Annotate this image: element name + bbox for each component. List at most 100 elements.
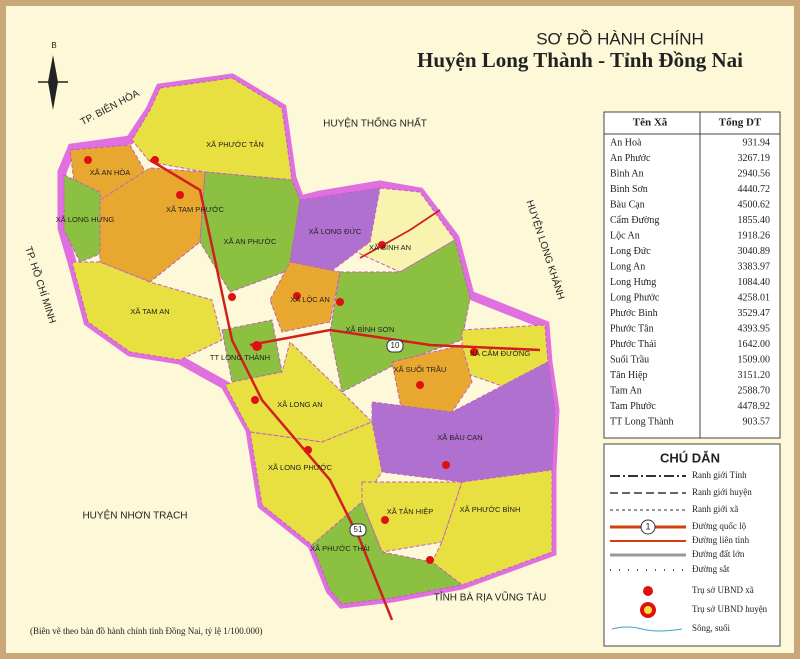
commune-area bbox=[269, 261, 341, 333]
commune-name: TT Long Thành bbox=[610, 416, 674, 427]
map-subtitle: Huyện Long Thành - Tỉnh Đồng Nai bbox=[417, 48, 743, 72]
commune-area: 3267.19 bbox=[738, 153, 771, 164]
commune-name: Phước Tân bbox=[610, 323, 654, 334]
commune-area bbox=[329, 239, 471, 393]
commune-label: XÃ LONG ĐỨC bbox=[309, 227, 362, 236]
legend-frame bbox=[603, 443, 781, 647]
commune-label: XÃ TAM PHƯỚC bbox=[166, 205, 225, 214]
commune-area bbox=[199, 171, 301, 293]
commune-label: XÃ PHƯỚC TÂN bbox=[206, 140, 264, 149]
commune-area: 903.57 bbox=[743, 416, 771, 427]
commune-label: XÃ BÌNH SƠN bbox=[346, 325, 395, 334]
commune-area: 2940.56 bbox=[738, 168, 771, 179]
commune-area: 1855.40 bbox=[738, 215, 771, 226]
legend-label: Ranh giới xã bbox=[692, 504, 738, 514]
commune-label: XÃ BÌNH AN bbox=[369, 243, 411, 252]
commune-area: 4478.92 bbox=[738, 401, 771, 412]
commune-name: Phước Thái bbox=[610, 339, 657, 350]
commune-area: 1084.40 bbox=[738, 277, 771, 288]
commune-area: 4440.72 bbox=[738, 184, 771, 195]
commune-label: XÃ LỘC AN bbox=[290, 295, 330, 304]
commune-area: 3383.97 bbox=[738, 261, 771, 272]
commune-name: An Phước bbox=[610, 153, 651, 164]
commune-area bbox=[311, 501, 464, 605]
road-number: 10 bbox=[391, 341, 400, 350]
commune-area: 1509.00 bbox=[738, 354, 771, 365]
neighbor-label: TỈNH BÀ RỊA VŨNG TÀU bbox=[434, 591, 547, 604]
commune-label: XÃ LONG AN bbox=[277, 400, 322, 409]
commune-area: 3040.89 bbox=[738, 246, 771, 257]
commune-area: 3151.20 bbox=[738, 370, 771, 381]
legend-label: Đường liên tỉnh bbox=[692, 535, 750, 545]
road-number: 51 bbox=[354, 525, 363, 534]
commune-name: Bàu Cạn bbox=[610, 199, 645, 210]
area-table: Tên Xã Tổng DT An Hoà 931.94 An Phước 3267.19… bbox=[603, 111, 781, 439]
table-header: Tên Xã bbox=[633, 117, 668, 129]
commune-name: Tam An bbox=[610, 385, 642, 396]
commune-name: Suối Trầu bbox=[610, 354, 649, 365]
legend-label: Đường đất lớn bbox=[692, 549, 745, 559]
commune-name: Tân Hiệp bbox=[610, 370, 648, 381]
commune-label: XÃ BÀU CẠN bbox=[437, 433, 482, 442]
footnote: (Biên vẽ theo bản đồ hành chính tỉnh Đồn… bbox=[30, 626, 262, 636]
legend-label: Trụ sở UBND huyện bbox=[692, 604, 768, 614]
commune-area bbox=[431, 469, 553, 586]
commune-name: Long An bbox=[610, 261, 645, 272]
map-title: SƠ ĐỒ HÀNH CHÍNH bbox=[536, 29, 704, 48]
commune-name: Phước Bình bbox=[610, 308, 658, 319]
commune-label: XÃ AN HÒA bbox=[90, 168, 130, 177]
commune-name: Long Hưng bbox=[610, 277, 656, 288]
commune-label: XÃ CẨM ĐƯỜNG bbox=[470, 349, 531, 358]
ubnd-markers bbox=[84, 156, 478, 564]
legend-label: Đường sắt bbox=[692, 564, 730, 574]
legend-label: Đường quốc lộ bbox=[692, 521, 747, 531]
commune-name: Long Phước bbox=[610, 292, 660, 303]
road-shield bbox=[349, 523, 367, 537]
table-header: Tổng DT bbox=[719, 117, 762, 129]
commune-label: XÃ TÂN HIỆP bbox=[387, 507, 434, 516]
commune-name: Bình Sơn bbox=[610, 184, 648, 195]
commune-name: Cẩm Đường bbox=[610, 215, 659, 226]
compass-label: B bbox=[51, 41, 56, 50]
legend-symbol bbox=[611, 626, 683, 632]
compass bbox=[38, 55, 68, 110]
commune-area: 2588.70 bbox=[738, 385, 771, 396]
commune-area: 4258.01 bbox=[738, 292, 771, 303]
legend-label: Ranh giới Tỉnh bbox=[692, 470, 747, 480]
commune-label: XÃ AN PHƯỚC bbox=[224, 237, 277, 246]
legend-title: CHÚ DẪN bbox=[660, 450, 720, 465]
legend-label: Sông, suối bbox=[692, 623, 731, 633]
commune-label: XÃ SUỐI TRẦU bbox=[394, 364, 447, 374]
legend-shield bbox=[640, 519, 656, 535]
commune-area bbox=[391, 344, 473, 413]
legend-symbol bbox=[644, 606, 652, 614]
commune-label: XÃ LONG HƯNG bbox=[56, 215, 115, 224]
commune-label: XÃ LONG PHƯỚC bbox=[268, 463, 333, 472]
commune-name: Long Đức bbox=[610, 246, 651, 257]
provincial-road bbox=[249, 328, 541, 352]
commune-area bbox=[224, 341, 373, 443]
commune-area: 4393.95 bbox=[738, 323, 771, 334]
commune-area: 4500.62 bbox=[738, 199, 771, 210]
legend: CHÚ DẪN Ranh giới Tỉnh Ranh giới huyện Ran… bbox=[603, 443, 781, 647]
commune-name: Tam Phước bbox=[610, 401, 656, 412]
commune-label: XÃ PHƯỚC THÁI bbox=[310, 544, 370, 553]
provincial-road bbox=[359, 209, 441, 259]
neighbor-label: HUYỆN NHƠN TRẠCH bbox=[82, 509, 187, 522]
commune-name: Lộc An bbox=[610, 230, 640, 241]
commune-name: Bình An bbox=[610, 168, 644, 179]
road-shield bbox=[386, 339, 404, 353]
table-frame bbox=[603, 111, 781, 439]
commune-area bbox=[71, 261, 223, 361]
neighbor-label: HUYỆN THỐNG NHẤT bbox=[323, 116, 427, 130]
commune-area: 931.94 bbox=[743, 137, 771, 148]
commune-area: 1642.00 bbox=[738, 339, 771, 350]
commune-area bbox=[63, 174, 106, 263]
legend-shield-label: 1 bbox=[645, 521, 650, 531]
commune-label: TT LONG THÀNH bbox=[210, 353, 270, 362]
commune-label: XÃ TAM AN bbox=[130, 307, 169, 316]
legend-label: Trụ sở UBND xã bbox=[692, 585, 754, 595]
commune-name: An Hoà bbox=[610, 137, 642, 148]
